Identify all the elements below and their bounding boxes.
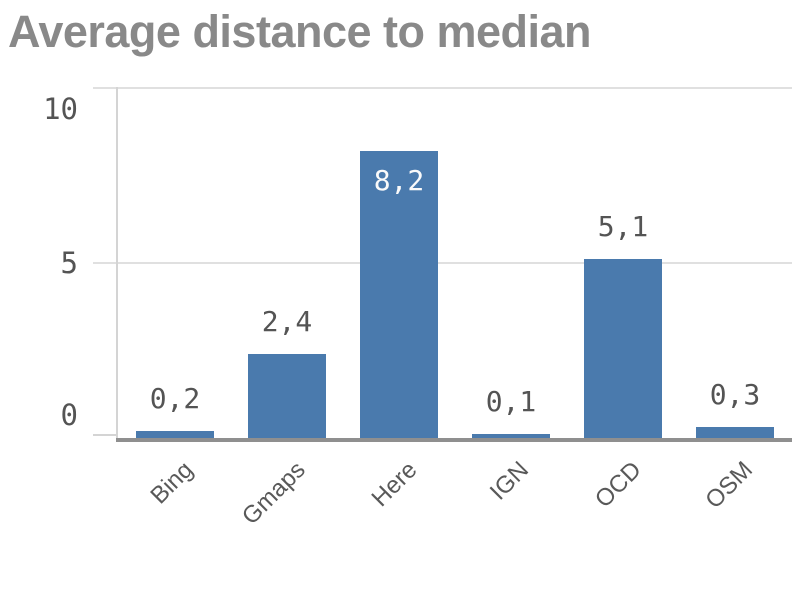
value-label-ign: 0,1 bbox=[485, 385, 537, 418]
x-axis-label-gmaps: Gmaps bbox=[236, 456, 311, 531]
gridline-10 bbox=[93, 87, 792, 89]
bar-bing[interactable] bbox=[136, 431, 214, 438]
y-axis-tick-label-5: 5 bbox=[60, 246, 78, 280]
x-axis-label-osm: OSM bbox=[700, 456, 759, 515]
x-axis-label-ocd: OCD bbox=[589, 456, 647, 514]
y-axis-line bbox=[116, 87, 118, 438]
bar-ocd[interactable] bbox=[584, 259, 662, 438]
bar-here[interactable] bbox=[360, 151, 438, 438]
x-axis-line bbox=[116, 438, 792, 442]
gridline-5 bbox=[93, 262, 792, 264]
x-axis-label-bing: Bing bbox=[145, 456, 199, 510]
value-label-osm: 0,3 bbox=[709, 378, 761, 411]
y-axis-tick-label-0: 0 bbox=[60, 398, 78, 432]
bar-gmaps[interactable] bbox=[248, 354, 326, 438]
bar-ign[interactable] bbox=[472, 434, 550, 438]
bar-osm[interactable] bbox=[696, 427, 774, 438]
x-axis-label-here: Here bbox=[366, 456, 423, 513]
y-axis-tick-label-10: 10 bbox=[43, 92, 78, 126]
y-axis-tick-0 bbox=[93, 434, 116, 436]
chart-title: Average distance to median bbox=[8, 6, 592, 57]
x-axis-label-ign: IGN bbox=[485, 456, 535, 506]
value-label-ocd: 5,1 bbox=[597, 210, 649, 243]
value-label-here: 8,2 bbox=[373, 164, 425, 197]
value-label-gmaps: 2,4 bbox=[261, 305, 313, 338]
value-label-bing: 0,2 bbox=[149, 382, 201, 415]
